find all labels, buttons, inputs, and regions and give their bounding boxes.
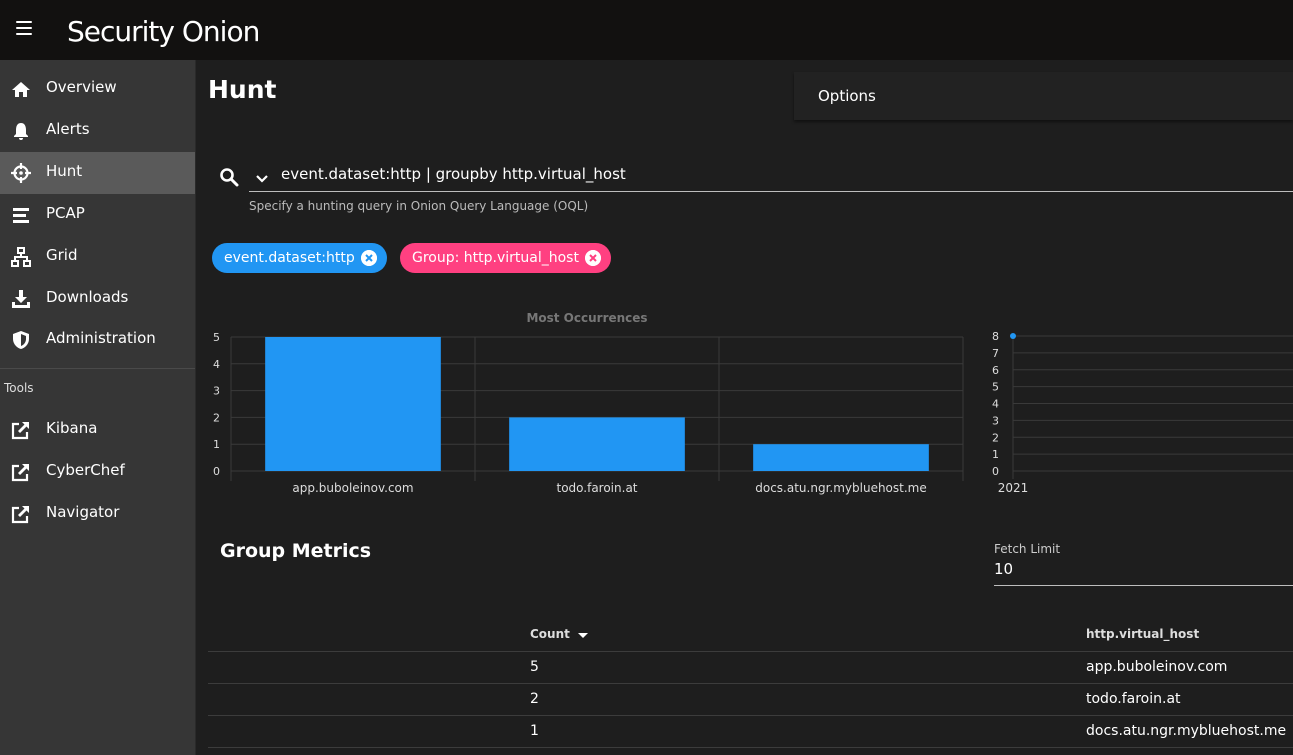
sidebar-item-label: Overview bbox=[46, 78, 117, 96]
sidebar-item-label: Alerts bbox=[46, 120, 90, 138]
sidebar-item-label: Hunt bbox=[46, 162, 83, 180]
y-tick-label: 8 bbox=[992, 330, 999, 343]
sidebar-item-hunt[interactable]: Hunt bbox=[0, 152, 195, 194]
y-tick-label: 1 bbox=[213, 438, 220, 451]
home-icon bbox=[12, 82, 30, 97]
x-tick-label: docs.atu.ngr.mybluehost.me bbox=[755, 481, 927, 495]
host-cell: todo.faroin.at bbox=[1086, 691, 1181, 707]
table-row[interactable]: 2 todo.faroin.at bbox=[208, 683, 1293, 715]
sidebar-item-pcap[interactable]: PCAP bbox=[0, 194, 195, 236]
x-tick-label: 2021 bbox=[998, 481, 1029, 495]
crosshairs-icon bbox=[11, 163, 31, 183]
bar bbox=[753, 444, 929, 471]
sidebar-item-alerts[interactable]: Alerts bbox=[0, 110, 195, 152]
logo-text: Security Onion bbox=[67, 15, 260, 48]
table-row[interactable]: 5 app.buboleinov.com bbox=[208, 651, 1293, 683]
list-icon bbox=[13, 208, 29, 223]
sidebar-item-label: PCAP bbox=[46, 204, 85, 222]
y-tick-label: 4 bbox=[213, 358, 220, 371]
count-cell: 1 bbox=[530, 723, 539, 739]
sidebar-item-grid[interactable]: Grid bbox=[0, 236, 195, 278]
options-label: Options bbox=[818, 87, 876, 105]
sidebar-item-label: Administration bbox=[46, 329, 156, 347]
external-link-icon bbox=[11, 422, 29, 440]
query-input[interactable]: event.dataset:http | groupby http.virtua… bbox=[249, 164, 1293, 192]
sidebar-item-navigator[interactable]: Navigator bbox=[0, 493, 195, 535]
top-bar: Security Onion bbox=[0, 0, 1293, 60]
page-title: Hunt bbox=[208, 75, 277, 104]
close-icon[interactable] bbox=[585, 250, 601, 266]
y-tick-label: 5 bbox=[992, 381, 999, 394]
table-row[interactable]: 1 docs.atu.ngr.mybluehost.me bbox=[208, 715, 1293, 747]
menu-icon[interactable] bbox=[16, 21, 32, 35]
sidebar-divider bbox=[0, 368, 195, 369]
bar bbox=[509, 417, 685, 471]
sidebar-item-label: Kibana bbox=[46, 419, 98, 437]
bell-icon bbox=[14, 123, 28, 140]
timeline-chart: 0 1 2 3 4 5 6 7 8 2021 bbox=[992, 330, 1293, 495]
chart-title: Most Occurrences bbox=[526, 311, 647, 325]
bar bbox=[265, 337, 441, 471]
host-cell: app.buboleinov.com bbox=[1086, 659, 1228, 675]
table-bottom-border bbox=[208, 747, 1293, 748]
y-tick-label: 3 bbox=[992, 414, 999, 427]
sidebar-item-label: Grid bbox=[46, 246, 78, 264]
search-icon[interactable] bbox=[219, 167, 239, 187]
y-tick-label: 5 bbox=[213, 331, 220, 344]
sidebar-item-downloads[interactable]: Downloads bbox=[0, 278, 195, 320]
fetch-limit-input[interactable]: 10 bbox=[994, 558, 1293, 586]
data-point bbox=[1010, 333, 1016, 339]
column-header-count[interactable]: Count bbox=[530, 627, 590, 641]
options-panel[interactable]: Options bbox=[794, 72, 1293, 120]
y-tick-label: 6 bbox=[992, 364, 999, 377]
sort-desc-icon[interactable] bbox=[576, 630, 590, 640]
download-icon bbox=[12, 290, 30, 308]
chevron-down-icon[interactable] bbox=[254, 170, 270, 186]
y-tick-label: 2 bbox=[213, 411, 220, 424]
sidebar-item-kibana[interactable]: Kibana bbox=[0, 409, 195, 451]
fetch-limit-value: 10 bbox=[994, 560, 1014, 578]
column-header-virtual-host[interactable]: http.virtual_host bbox=[1086, 627, 1200, 641]
external-link-icon bbox=[11, 464, 29, 482]
y-tick-label: 1 bbox=[992, 448, 999, 461]
x-tick-label: todo.faroin.at bbox=[556, 481, 637, 495]
y-tick-label: 7 bbox=[992, 347, 999, 360]
sidebar-item-label: CyberChef bbox=[46, 461, 125, 479]
sidebar-item-label: Navigator bbox=[46, 503, 120, 521]
host-cell: docs.atu.ngr.mybluehost.me bbox=[1086, 723, 1287, 739]
y-tick-label: 0 bbox=[992, 465, 999, 478]
chip-label: Group: http.virtual_host bbox=[412, 250, 579, 266]
sidebar-item-cyberchef[interactable]: CyberChef bbox=[0, 451, 195, 493]
shield-icon bbox=[13, 331, 29, 349]
sidebar-item-administration[interactable]: Administration bbox=[0, 319, 195, 361]
sidebar-item-label: Downloads bbox=[46, 288, 129, 306]
sidebar-item-overview[interactable]: Overview bbox=[0, 68, 195, 110]
count-cell: 2 bbox=[530, 691, 539, 707]
fetch-limit-label: Fetch Limit bbox=[994, 542, 1061, 556]
count-cell: 5 bbox=[530, 659, 539, 675]
bar-chart: Most Occurrences 0 1 2 3 4 5 app.buboleinov.c… bbox=[213, 311, 964, 495]
main-content: Hunt Options event.dataset:http | groupb… bbox=[196, 60, 1293, 755]
query-text: event.dataset:http | groupby http.virtua… bbox=[281, 165, 626, 183]
network-icon bbox=[11, 247, 31, 267]
y-tick-label: 2 bbox=[992, 431, 999, 444]
x-tick-label: app.buboleinov.com bbox=[292, 481, 413, 495]
external-link-icon bbox=[11, 506, 29, 524]
close-icon[interactable] bbox=[361, 250, 377, 266]
tools-header: Tools bbox=[4, 381, 34, 395]
sidebar: Overview Alerts Hunt PCAP Grid Downloads… bbox=[0, 60, 196, 755]
y-tick-label: 3 bbox=[213, 385, 220, 398]
chip-label: event.dataset:http bbox=[224, 250, 355, 266]
group-metrics-title: Group Metrics bbox=[220, 540, 372, 562]
query-hint: Specify a hunting query in Onion Query L… bbox=[249, 199, 589, 213]
filter-chip-dataset[interactable]: event.dataset:http bbox=[212, 243, 387, 273]
filter-chip-group[interactable]: Group: http.virtual_host bbox=[400, 243, 611, 273]
y-tick-label: 0 bbox=[213, 465, 220, 478]
y-tick-label: 4 bbox=[992, 398, 999, 411]
